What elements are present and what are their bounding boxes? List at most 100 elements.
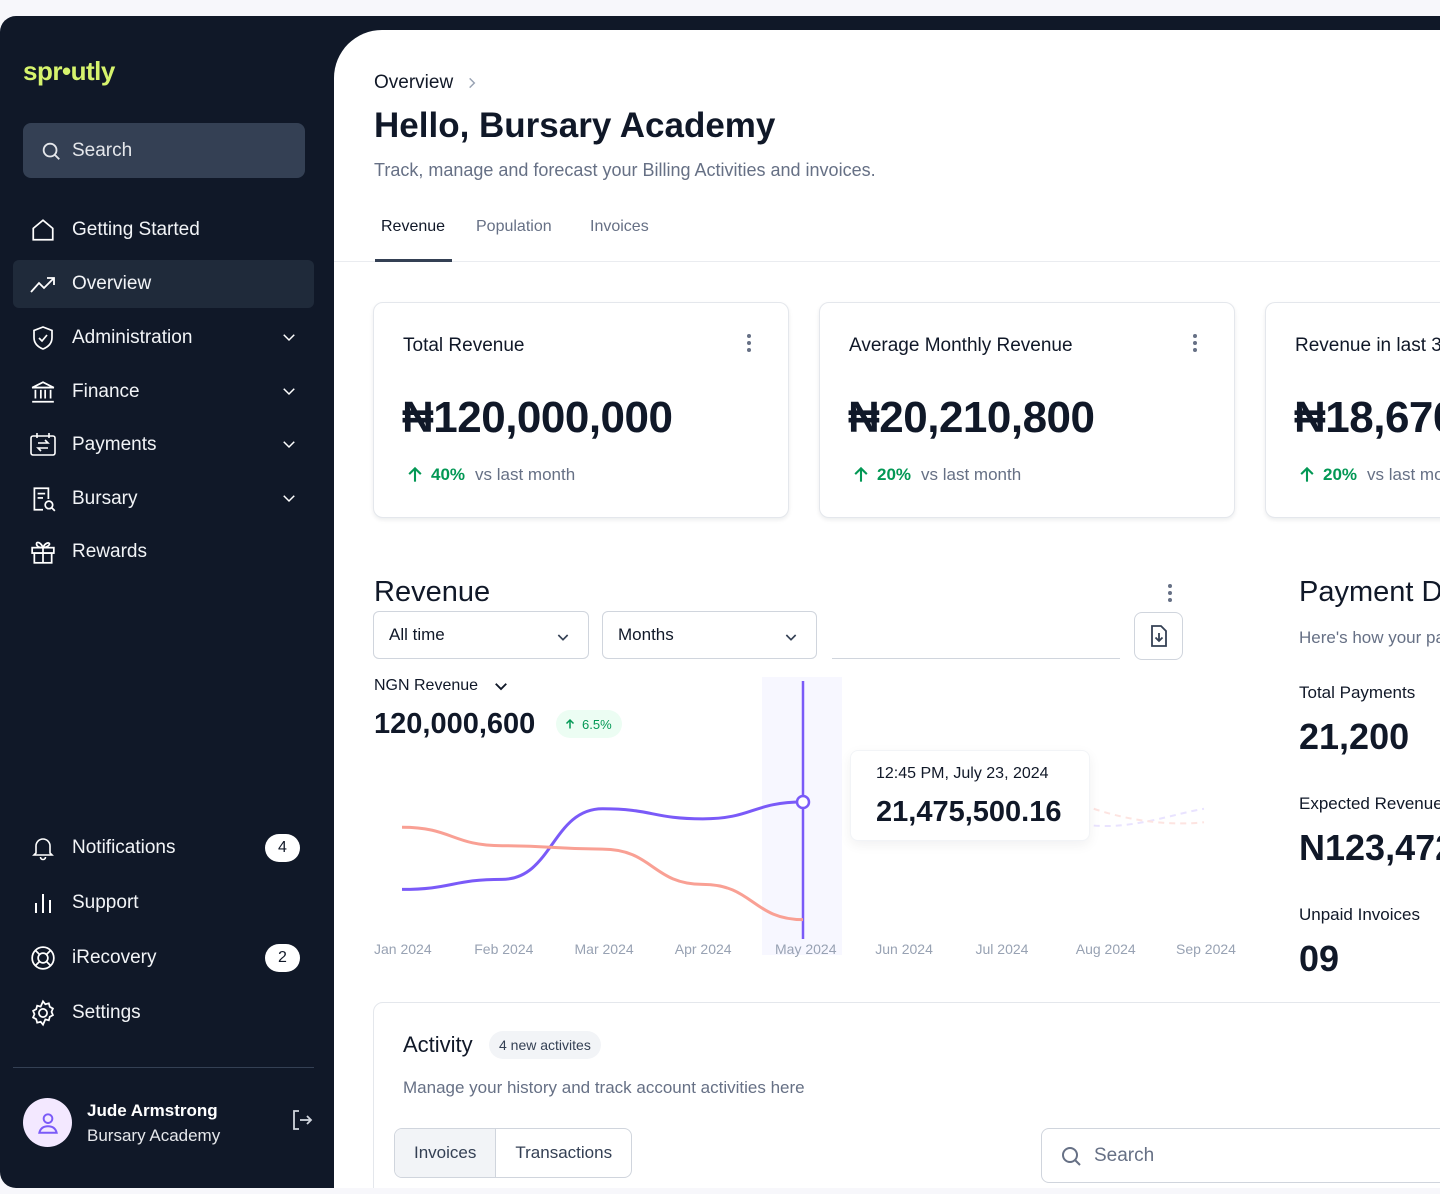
user-org: Bursary Academy (87, 1126, 221, 1145)
tooltip-time: 12:45 PM, July 23, 2024 (876, 765, 1049, 782)
sidebar-item-bursary[interactable]: Bursary (13, 475, 314, 523)
breadcrumb-item[interactable]: Overview (374, 72, 454, 93)
filter-input-underline[interactable] (832, 658, 1120, 659)
x-tick-label: Jan 2024 (374, 941, 432, 957)
trend-up-icon (28, 269, 58, 299)
chevron-right-icon (469, 77, 476, 89)
activity-tabs: Invoices Transactions (394, 1128, 633, 1178)
highlight-point[interactable] (795, 794, 811, 810)
revenue-section-title: Revenue (374, 576, 491, 608)
x-tick-label: Apr 2024 (674, 941, 732, 957)
trend-caption: vs last mo (1367, 465, 1440, 484)
sidebar-item-label: Getting Started (72, 219, 200, 240)
logout-icon[interactable] (290, 1108, 314, 1132)
unpaid-invoices-value: 09 (1299, 938, 1340, 979)
average-monthly-revenue-card: Average Monthly Revenue ₦20,210,800 20% … (819, 302, 1235, 518)
user-name: Jude Armstrong (87, 1101, 218, 1120)
tab-invoices[interactable]: Invoices (590, 218, 649, 235)
arrow-up-icon (408, 466, 422, 482)
tabs-divider (334, 261, 1440, 262)
bank-icon (28, 377, 58, 407)
file-download-icon (1150, 625, 1167, 647)
more-vertical-icon[interactable] (1167, 583, 1173, 603)
card-title: Total Revenue (403, 335, 525, 356)
more-vertical-icon[interactable] (1192, 333, 1198, 353)
sidebar-search-placeholder: Search (72, 139, 133, 161)
card-trend: 20% vs last month (851, 465, 1021, 485)
x-tick-label: Aug 2024 (1075, 941, 1136, 957)
projection-line (1093, 807, 1205, 825)
sidebar-item-administration[interactable]: Administration (13, 314, 314, 362)
sidebar-item-settings[interactable]: Settings (13, 989, 314, 1037)
time-range-select[interactable]: All time (373, 611, 589, 659)
chart-tooltip: 12:45 PM, July 23, 2024 21,475,500.16 (850, 750, 1090, 841)
sidebar-item-label: iRecovery (72, 947, 157, 968)
sidebar-item-notifications[interactable]: Notifications 4 (13, 824, 314, 872)
sidebar-item-label: Overview (72, 273, 152, 294)
tab-activity-invoices[interactable]: Invoices (395, 1129, 497, 1177)
sidebar-item-support[interactable]: Support (13, 879, 314, 927)
granularity-select[interactable]: Months (602, 611, 817, 659)
sidebar-item-label: Settings (72, 1002, 141, 1023)
x-tick-label: Feb 2024 (474, 941, 534, 957)
tab-activity-transactions[interactable]: Transactions (515, 1143, 613, 1162)
card-value: ₦120,000,000 (402, 393, 673, 442)
expected-revenue-value: N123,472 (1299, 827, 1440, 868)
activity-search-placeholder: Search (1094, 1144, 1155, 1166)
chevron-down-icon[interactable] (280, 435, 298, 453)
breadcrumb[interactable]: Overview (374, 72, 479, 94)
revenue-last-3-card: Revenue in last 3 ₦18,670, 20% vs last m… (1265, 302, 1440, 518)
x-tick-label: Jul 2024 (975, 941, 1029, 957)
sidebar-item-label: Notifications (72, 837, 176, 858)
revenue-change-badge: 6.5% (556, 710, 622, 738)
card-trend: 20% vs last mo (1297, 465, 1440, 485)
sidebar-item-payments[interactable]: Payments (13, 421, 314, 469)
more-vertical-icon[interactable] (746, 333, 752, 353)
arrow-up-icon (1300, 466, 1314, 482)
trend-percent: 20% (877, 465, 912, 484)
card-value: ₦20,210,800 (848, 393, 1095, 442)
card-trend: 40% vs last month (405, 465, 575, 485)
bell-icon (28, 833, 58, 863)
sidebar: spr•utly Search Getting Started Overview… (0, 16, 334, 1188)
user-profile[interactable]: Jude Armstrong Bursary Academy (23, 1098, 318, 1150)
series-label: NGN Revenue (374, 677, 479, 694)
activity-panel: Activity 4 new activites Manage your his… (373, 1002, 1440, 1188)
avatar[interactable] (23, 1098, 72, 1147)
series-line-2 (401, 825, 804, 922)
total-payments-value: 21,200 (1299, 716, 1410, 757)
tab-population[interactable]: Population (476, 218, 552, 235)
active-tab-indicator (375, 259, 452, 262)
gift-icon (28, 537, 58, 567)
total-payments-label: Total Payments (1299, 683, 1416, 702)
sidebar-search-input[interactable]: Search (23, 123, 305, 178)
card-value: ₦18,670, (1294, 393, 1440, 442)
sidebar-item-finance[interactable]: Finance (13, 368, 314, 416)
logo[interactable]: spr•utly (23, 56, 115, 86)
user-icon (37, 1112, 58, 1134)
search-icon (42, 142, 60, 160)
search-icon (1062, 1146, 1081, 1166)
trend-percent: 20% (1323, 465, 1358, 484)
sidebar-item-label: Rewards (72, 541, 147, 562)
unpaid-invoices-label: Unpaid Invoices (1299, 905, 1420, 924)
chevron-down-icon[interactable] (280, 382, 298, 400)
sidebar-item-overview[interactable]: Overview (13, 260, 314, 308)
activity-search-input[interactable]: Search (1041, 1128, 1440, 1183)
trend-percent: 40% (431, 465, 466, 484)
page-subtitle: Track, manage and forecast your Billing … (374, 160, 876, 180)
chevron-down-icon (495, 683, 507, 691)
notification-count-badge: 4 (265, 834, 300, 862)
arrow-up-icon (565, 718, 575, 729)
revenue-chart[interactable] (334, 30, 1440, 1188)
x-tick-label: Sep 2024 (1176, 941, 1236, 957)
tab-revenue[interactable]: Revenue (381, 218, 446, 235)
series-selector[interactable]: NGN Revenue (374, 677, 510, 695)
sidebar-item-getting-started[interactable]: Getting Started (13, 206, 314, 254)
sidebar-item-rewards[interactable]: Rewards (13, 528, 314, 576)
sidebar-item-irecovery[interactable]: iRecovery 2 (13, 934, 314, 982)
download-button[interactable] (1134, 612, 1183, 660)
chevron-down-icon[interactable] (280, 489, 298, 507)
chevron-down-icon[interactable] (280, 328, 298, 346)
calendar-transfer-icon (28, 430, 58, 460)
